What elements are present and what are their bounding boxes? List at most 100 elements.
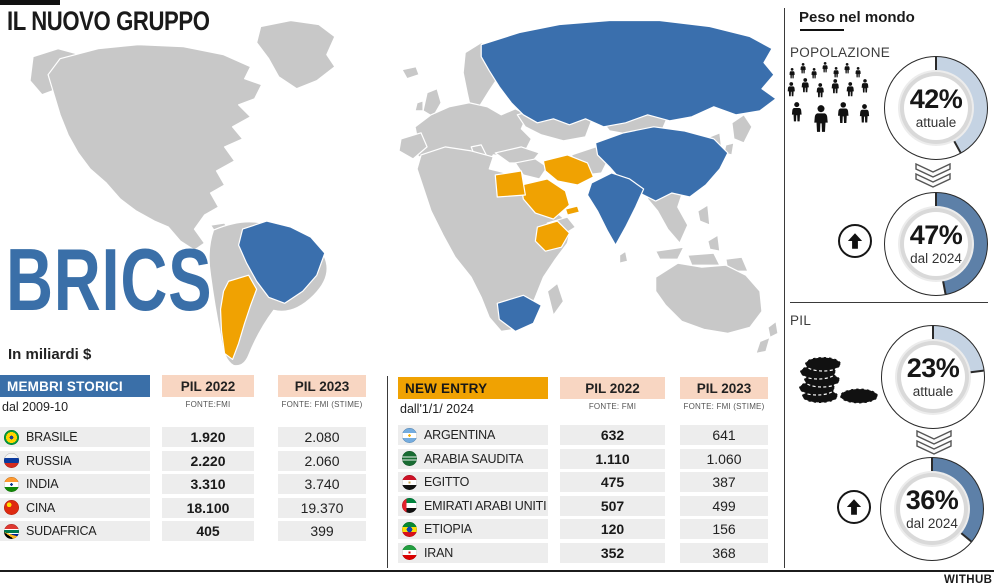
country-name: EMIRATI ARABI UNITI (424, 498, 547, 513)
map-iran (542, 154, 595, 186)
map-new-zealand-north (767, 320, 779, 338)
withub-brand: WITHUB (944, 574, 993, 586)
gdp-label: PIL (790, 313, 812, 328)
donut-caption: attuale (912, 384, 954, 400)
map-greenland (256, 19, 336, 90)
map-ethiopia (534, 220, 571, 252)
pil-2023-source: FONTE: FMI (STIME) (281, 400, 363, 409)
southafrica-flag-icon (4, 523, 19, 539)
map-sumatra (655, 246, 685, 260)
china-flag-icon (4, 500, 19, 515)
donut-value: 23% (906, 353, 960, 384)
ethiopia-flag-icon (402, 521, 417, 537)
population-current-donut: 42% attuale (884, 56, 988, 160)
donut-caption: attuale (915, 115, 957, 131)
page-title: IL NUOVO GRUPPO (7, 6, 210, 36)
map-sri-lanka (618, 250, 629, 264)
pil-2023-value: 499 (680, 495, 768, 516)
chevron-down-icon (916, 430, 952, 455)
map-africa (416, 146, 573, 332)
population-label: POPOLAZIONE (790, 45, 891, 60)
uae-flag-icon (402, 498, 417, 513)
pil-2022-value: 352 (560, 542, 665, 563)
pil-2023-header: PIL 2023 (680, 377, 768, 399)
country-cell: BRASILE (0, 427, 150, 447)
country-name: CINA (26, 500, 56, 515)
country-name: ARABIA SAUDITA (424, 451, 524, 466)
pil-2023-value: 368 (680, 542, 768, 563)
pil-2022-value: 3.310 (162, 474, 254, 494)
pil-2022-value: 475 (560, 472, 665, 492)
country-cell: RUSSIA (0, 450, 150, 471)
table-row: SUDAFRICA 405 399 (0, 521, 366, 541)
country-cell: ARGENTINA (398, 425, 548, 445)
map-ireland (414, 100, 424, 112)
increase-arrow-icon (837, 490, 871, 524)
map-uk (422, 88, 442, 118)
unit-label: In miliardi $ (8, 346, 92, 363)
footer-rule (0, 570, 994, 572)
country-cell: EMIRATI ARABI UNITI (398, 495, 548, 516)
pil-2022-value: 18.100 (162, 497, 254, 518)
country-name: SUDAFRICA (26, 524, 97, 538)
sidebar-title: Peso nel mondo (799, 9, 915, 26)
table-row: ETIOPIA 120 156 (398, 519, 768, 539)
pil-2023-header: PIL 2023 (278, 375, 366, 397)
country-cell: IRAN (398, 542, 548, 563)
map-india (586, 172, 645, 246)
country-name: IRAN (424, 545, 454, 560)
pil-2022-header: PIL 2022 (162, 375, 254, 397)
pil-2022-value: 507 (560, 495, 665, 516)
donut-caption: dal 2024 (906, 516, 958, 532)
brics-wordmark: BRICS (6, 230, 213, 329)
coins-icon (798, 356, 879, 405)
table-row: ARABIA SAUDITA 1.110 1.060 (398, 448, 768, 469)
country-name: RUSSIA (26, 453, 72, 468)
increase-arrow-icon (838, 224, 872, 258)
pil-2023-value: 641 (680, 425, 768, 445)
new-entry-rows: ARGENTINA 632 641 ARABIA SAUDITA 1.110 1… (398, 425, 768, 563)
map-saudi-arabia (520, 178, 571, 220)
map-iberia (398, 132, 428, 160)
pil-2022-header: PIL 2022 (560, 377, 665, 399)
sidebar-section-divider (790, 302, 988, 303)
historic-members-rows: BRASILE 1.920 2.080 RUSSIA 2.220 2.060 I… (0, 427, 366, 541)
donut-value: 36% (905, 485, 959, 516)
map-japan (731, 114, 753, 144)
pil-2022-value: 1.920 (162, 427, 254, 447)
iran-flag-icon (402, 545, 417, 560)
pil-2022-source: FONTE:FMI (185, 400, 231, 409)
map-south-africa (496, 294, 542, 332)
country-cell: SUDAFRICA (0, 521, 150, 541)
historic-col-pil-2022: PIL 2022 FONTE:FMI (162, 375, 254, 409)
map-java (687, 252, 721, 266)
pil-2022-value: 405 (162, 521, 254, 541)
pil-2022-value: 1.110 (560, 448, 665, 469)
country-cell: ETIOPIA (398, 519, 548, 539)
pil-2023-value: 399 (278, 521, 366, 541)
donut-center: 42% attuale (904, 76, 968, 140)
pil-2022-value: 632 (560, 425, 665, 445)
argentina-flag-icon (402, 427, 417, 443)
table-row: CINA 18.100 19.370 (0, 497, 366, 518)
new-entry-col-pil-2022: PIL 2022 FONTE: FMI (560, 377, 665, 411)
country-cell: EGITTO (398, 472, 548, 492)
table-row: INDIA 3.310 3.740 (0, 474, 366, 494)
map-uae (564, 205, 581, 216)
top-accent-bar (0, 0, 60, 5)
pil-2022-value: 2.220 (162, 450, 254, 471)
pil-2023-value: 19.370 (278, 497, 366, 518)
gdp-current-donut: 23% attuale (881, 325, 985, 429)
map-russia (480, 19, 777, 128)
donut-value: 42% (909, 84, 963, 115)
up-arrow-glyph (847, 233, 863, 249)
table-row: ARGENTINA 632 641 (398, 425, 768, 445)
world-map (29, 19, 779, 366)
saudiarabia-flag-icon (402, 451, 417, 466)
table-row: EMIRATI ARABI UNITI 507 499 (398, 495, 768, 516)
egypt-flag-icon (402, 474, 417, 490)
map-argentina (219, 274, 258, 361)
country-cell: CINA (0, 497, 150, 518)
country-name: ETIOPIA (424, 522, 472, 536)
table-row: BRASILE 1.920 2.080 (0, 427, 366, 447)
